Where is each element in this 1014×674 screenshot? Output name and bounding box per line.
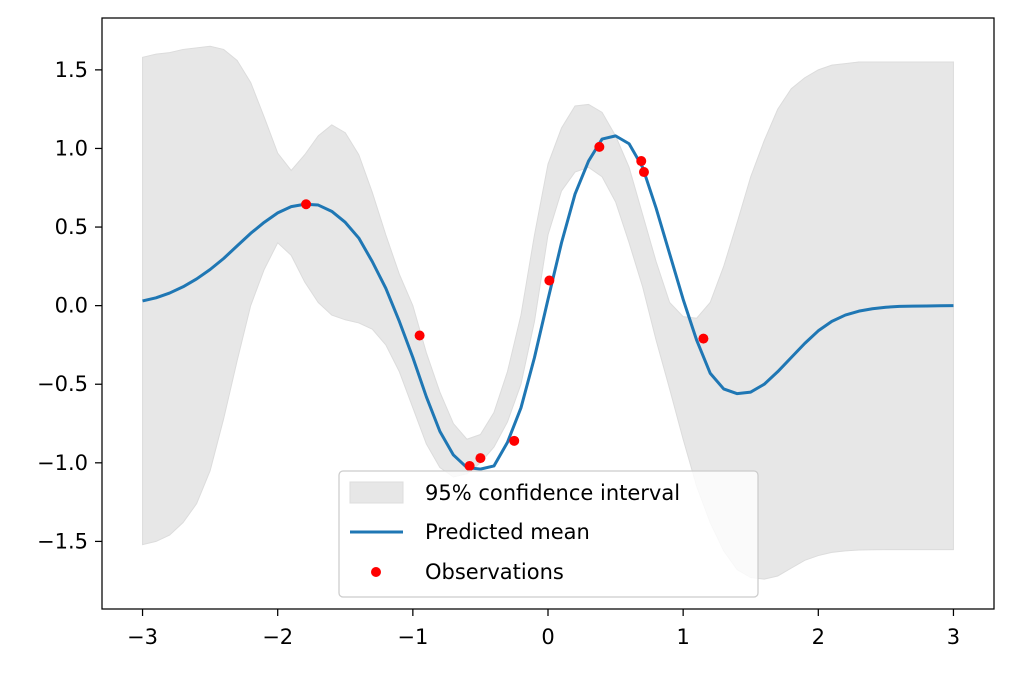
x-tick-label: 3: [947, 625, 960, 649]
legend-swatch-observations: [371, 567, 381, 577]
confidence-band-layer: [142, 45, 954, 580]
y-tick-label: 1.5: [55, 58, 88, 82]
observation-point: [301, 199, 312, 210]
observation-point: [638, 167, 649, 178]
observation-point: [594, 141, 605, 152]
legend-box: [338, 470, 759, 598]
observations-layer: [301, 141, 709, 471]
y-tick-label: −1.0: [37, 451, 88, 475]
x-tick-label: −1: [397, 625, 428, 649]
observation-point: [509, 435, 520, 446]
legend-label-observations: Observations: [425, 560, 564, 584]
mean-line-layer: [142, 134, 954, 471]
observation-point: [636, 156, 647, 167]
observation-point: [698, 333, 709, 344]
y-tick-label: −0.5: [37, 372, 88, 396]
x-tick-label: 1: [676, 625, 689, 649]
confidence-band: [142, 45, 954, 580]
x-tick-label: 0: [541, 625, 554, 649]
observation-point: [544, 275, 555, 286]
y-tick-label: −1.5: [37, 529, 88, 553]
predicted-mean-line: [142, 134, 954, 471]
y-axis-ticks: −1.5 −1.0 −0.5 0.0 0.5 1.0 1.5: [37, 58, 102, 553]
x-axis-ticks: −3 −2 −1 0 1 2 3: [127, 609, 960, 649]
legend-label-mean: Predicted mean: [425, 520, 590, 544]
observation-point: [464, 460, 475, 471]
legend-label-confidence: 95% confidence interval: [425, 481, 680, 505]
y-tick-label: 0.5: [55, 215, 88, 239]
observation-point: [475, 453, 486, 464]
x-tick-label: 2: [812, 625, 825, 649]
observation-point: [414, 330, 425, 341]
y-tick-label: 0.0: [55, 294, 88, 318]
x-tick-label: −2: [262, 625, 293, 649]
legend: 95% confidence interval Predicted mean O…: [338, 470, 759, 598]
y-tick-label: 1.0: [55, 136, 88, 160]
legend-swatch-confidence: [349, 481, 404, 504]
x-tick-label: −3: [127, 625, 158, 649]
